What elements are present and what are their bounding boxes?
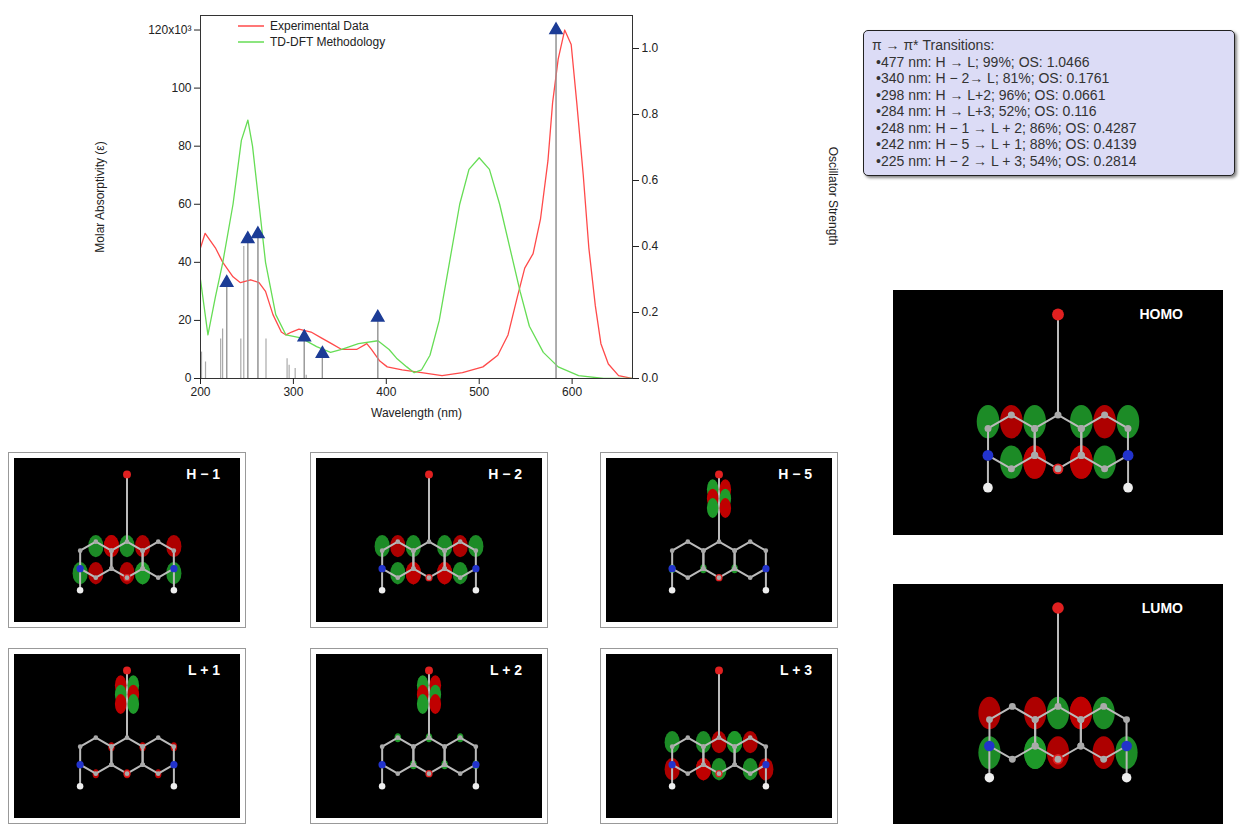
html-text:•340 nm: H − 2→ L; 81%; OS: 0.: •340 nm: H − 2→ L; 81%; OS: 0.1761 bbox=[876, 70, 1110, 86]
svg-text:400: 400 bbox=[376, 385, 396, 399]
svg-text:80: 80 bbox=[178, 139, 192, 153]
svg-text:20: 20 bbox=[178, 313, 192, 327]
html-text:•225 nm: H − 2 → L + 3; 54%; O: •225 nm: H − 2 → L + 3; 54%; OS: 0.2814 bbox=[876, 152, 1137, 169]
svg-text:0.4: 0.4 bbox=[642, 239, 659, 253]
svg-text:300: 300 bbox=[283, 385, 303, 399]
svg-text:Molar Absorptivity (ε): Molar Absorptivity (ε) bbox=[93, 141, 107, 252]
html-text:•248 nm: H − 1 → L + 2; 86%; O: •248 nm: H − 1 → L + 2; 86%; OS: 0.4287 bbox=[876, 119, 1137, 136]
svg-text:0.8: 0.8 bbox=[642, 107, 659, 121]
svg-text:0.6: 0.6 bbox=[642, 173, 659, 187]
html-text:Experimental Data: Experimental Data bbox=[270, 19, 369, 33]
svg-text:60: 60 bbox=[178, 197, 192, 211]
html-text:•242 nm: H − 5 → L + 1; 88%; O: •242 nm: H − 5 → L + 1; 88%; OS: 0.4139 bbox=[876, 136, 1137, 152]
svg-text:0.2: 0.2 bbox=[642, 305, 659, 319]
html-text:L + 2: L + 2 bbox=[490, 662, 522, 678]
html-text:π → π* Transitions:: π → π* Transitions: bbox=[872, 37, 995, 53]
html-text:•298 nm: H → L+2; 96%; OS: 0.0: •298 nm: H → L+2; 96%; OS: 0.0661 bbox=[876, 86, 1106, 103]
svg-text:0: 0 bbox=[185, 371, 192, 385]
html-text:H − 5: H − 5 bbox=[778, 466, 812, 482]
svg-text:200: 200 bbox=[190, 385, 210, 399]
html-text:TD-DFT Methodology: TD-DFT Methodology bbox=[270, 35, 386, 49]
html-text:L + 3: L + 3 bbox=[780, 662, 812, 678]
html-text:Oscillator Strength: Oscillator Strength bbox=[826, 146, 840, 246]
html-text:•284 nm: H → L+3; 52%; OS: 0.1: •284 nm: H → L+3; 52%; OS: 0.116 bbox=[876, 103, 1097, 119]
svg-text:100: 100 bbox=[171, 81, 191, 95]
svg-text:Wavelength (nm): Wavelength (nm) bbox=[371, 406, 462, 420]
svg-text:500: 500 bbox=[469, 385, 489, 399]
html-text:H − 1: H − 1 bbox=[186, 466, 220, 482]
html-text:L + 1: L + 1 bbox=[188, 662, 220, 678]
html-text:•477 nm: H → L; 99%; OS: 1.046: •477 nm: H → L; 99%; OS: 1.0466 bbox=[876, 53, 1090, 70]
svg-text:120x10³: 120x10³ bbox=[148, 23, 191, 37]
svg-text:600: 600 bbox=[562, 385, 582, 399]
html-text:LUMO: LUMO bbox=[1141, 600, 1183, 616]
html-text:HOMO: HOMO bbox=[1139, 306, 1183, 322]
html-text:H − 2: H − 2 bbox=[488, 466, 522, 482]
svg-text:40: 40 bbox=[178, 255, 192, 269]
svg-text:0.0: 0.0 bbox=[642, 371, 659, 385]
svg-text:1.0: 1.0 bbox=[642, 41, 659, 55]
